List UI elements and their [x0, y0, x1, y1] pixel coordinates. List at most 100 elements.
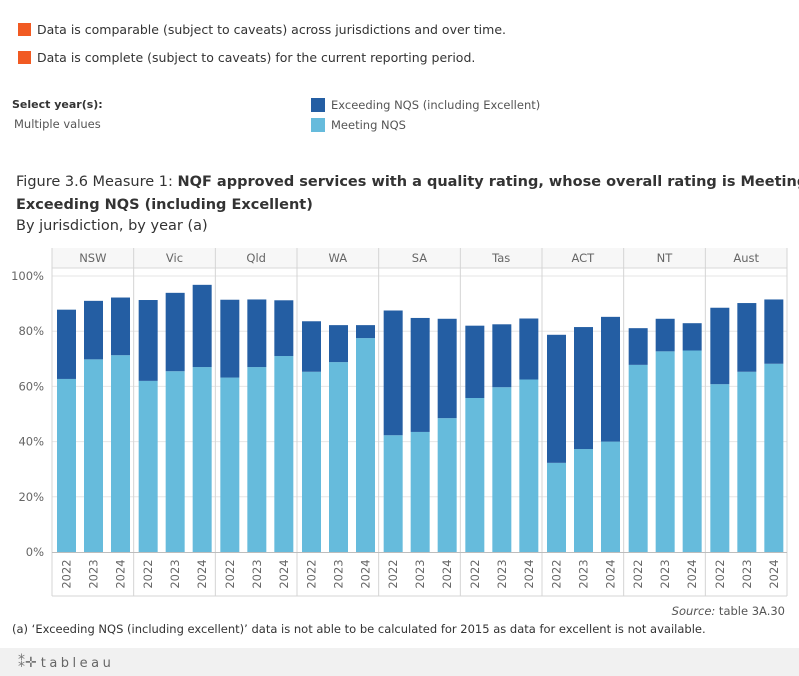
bar-qld-2024-meeting [274, 356, 294, 552]
y-tick-label: 0% [26, 545, 44, 559]
legend-swatch-exceeding [311, 98, 325, 112]
bar-act-2023-exceeding [574, 327, 593, 450]
x-tick-label: 2023 [87, 559, 101, 588]
tableau-logo-icon: ⁑✛ [18, 655, 37, 671]
x-tick-label: 2024 [767, 559, 781, 588]
bar-qld-2022-exceeding [220, 299, 240, 378]
bar-act-2022-exceeding [547, 334, 566, 463]
x-tick-label: 2022 [550, 559, 564, 588]
bar-vic-2023-meeting [165, 371, 185, 552]
x-tick-label: 2022 [713, 559, 727, 588]
figure-title-bold-1: NQF approved services with a quality rat… [177, 174, 799, 190]
x-tick-label: 2024 [604, 559, 618, 588]
x-tick-label: 2023 [495, 559, 509, 588]
figure-subtitle: By jurisdiction, by year (a) [16, 218, 208, 234]
y-tick-label: 60% [18, 379, 44, 393]
year-filter-dropdown[interactable]: Multiple values [14, 117, 101, 131]
bar-tas-2022-meeting [465, 397, 485, 552]
figure-title-line-2: Exceeding NQS (including Excellent) [16, 197, 313, 213]
bar-sa-2022-meeting [383, 435, 403, 552]
bar-sa-2022-exceeding [383, 310, 403, 436]
bar-wa-2023-exceeding [329, 325, 348, 363]
bar-nt-2023-exceeding [655, 318, 675, 352]
x-tick-label: 2022 [386, 559, 400, 588]
bar-wa-2023-meeting [329, 362, 348, 552]
panel-label-act: ACT [571, 251, 595, 265]
bar-nt-2022-exceeding [628, 328, 648, 365]
footer-bar [0, 648, 799, 676]
x-tick-label: 2023 [577, 559, 591, 588]
bar-wa-2024-exceeding [356, 325, 375, 339]
bar-nt-2024-meeting [682, 350, 702, 552]
x-tick-label: 2024 [522, 559, 536, 588]
panel-label-tas: Tas [491, 251, 510, 265]
caveat-comparable-text: Data is comparable (subject to caveats) … [37, 22, 506, 37]
year-filter-label: Select year(s): [12, 98, 103, 111]
x-tick-label: 2022 [60, 559, 74, 588]
caveat-complete-text: Data is complete (subject to caveats) fo… [37, 50, 476, 65]
bar-nsw-2024-meeting [111, 355, 130, 552]
y-tick-label: 20% [18, 490, 44, 504]
caveat-complete: Data is complete (subject to caveats) fo… [18, 50, 475, 65]
bar-act-2024-meeting [601, 441, 620, 552]
x-tick-label: 2023 [168, 559, 182, 588]
x-tick-label: 2024 [440, 559, 454, 588]
bar-sa-2024-exceeding [437, 318, 457, 419]
bar-nsw-2023-exceeding [84, 300, 103, 360]
x-tick-label: 2023 [413, 559, 427, 588]
legend-item-meeting[interactable]: Meeting NQS [311, 118, 406, 132]
x-tick-label: 2022 [223, 559, 237, 588]
bar-tas-2024-meeting [519, 379, 539, 552]
bar-act-2022-meeting [547, 462, 566, 552]
bar-aust-2023-meeting [737, 371, 757, 552]
bar-qld-2022-meeting [220, 377, 240, 552]
y-tick-label: 40% [18, 435, 44, 449]
panel-label-aust: Aust [733, 251, 759, 265]
panel-label-wa: WA [329, 251, 348, 265]
x-tick-label: 2022 [468, 559, 482, 588]
panel-label-nsw: NSW [79, 251, 106, 265]
panel-label-nt: NT [657, 251, 674, 265]
bar-sa-2024-meeting [437, 418, 457, 552]
x-tick-label: 2022 [305, 559, 319, 588]
bar-nt-2023-meeting [655, 351, 675, 552]
x-tick-label: 2022 [631, 559, 645, 588]
bar-aust-2024-exceeding [764, 299, 784, 364]
tableau-logo[interactable]: ⁑✛ tableau [18, 655, 114, 671]
caveat-comparable-icon [18, 23, 31, 36]
bar-aust-2022-meeting [710, 384, 730, 552]
source-text: table 3A.30 [715, 604, 785, 618]
y-tick-label: 80% [18, 324, 44, 338]
bar-nsw-2023-meeting [84, 359, 103, 552]
bar-qld-2023-meeting [247, 367, 267, 552]
figure-title-prefix: Figure 3.6 Measure 1: [16, 174, 178, 190]
x-tick-label: 2024 [359, 559, 373, 588]
bar-nsw-2024-exceeding [111, 297, 130, 356]
x-tick-label: 2024 [195, 559, 209, 588]
legend-label-meeting: Meeting NQS [331, 118, 406, 132]
panel-label-vic: Vic [166, 251, 183, 265]
bar-qld-2024-exceeding [274, 300, 294, 357]
bar-wa-2022-exceeding [302, 321, 321, 372]
bar-aust-2022-exceeding [710, 307, 730, 385]
footnote: (a) ‘Exceeding NQS (including excellent)… [12, 622, 706, 636]
source-note: Source: table 3A.30 [672, 604, 785, 618]
x-tick-label: 2023 [250, 559, 264, 588]
bar-aust-2024-meeting [764, 363, 784, 552]
bar-aust-2023-exceeding [737, 303, 757, 372]
legend-item-exceeding[interactable]: Exceeding NQS (including Excellent) [311, 98, 540, 112]
bar-qld-2023-exceeding [247, 299, 267, 368]
bar-vic-2022-exceeding [138, 300, 158, 381]
x-tick-label: 2024 [685, 559, 699, 588]
x-tick-label: 2022 [141, 559, 155, 588]
panel-header-band [52, 248, 787, 268]
stacked-bar-chart: 0% 20% 40% 60% 80% 100% NSW 2022 2023 2024 Vic 2022… [11, 248, 788, 597]
bar-vic-2024-exceeding [192, 284, 212, 368]
y-tick-label: 100% [11, 269, 44, 283]
figure-title-line-1: Figure 3.6 Measure 1: NQF approved servi… [16, 174, 799, 190]
bar-tas-2023-meeting [492, 387, 512, 552]
tableau-logo-text: tableau [40, 655, 115, 671]
bar-wa-2022-meeting [302, 371, 321, 552]
bar-tas-2024-exceeding [519, 318, 539, 380]
bar-nt-2024-exceeding [682, 323, 702, 351]
